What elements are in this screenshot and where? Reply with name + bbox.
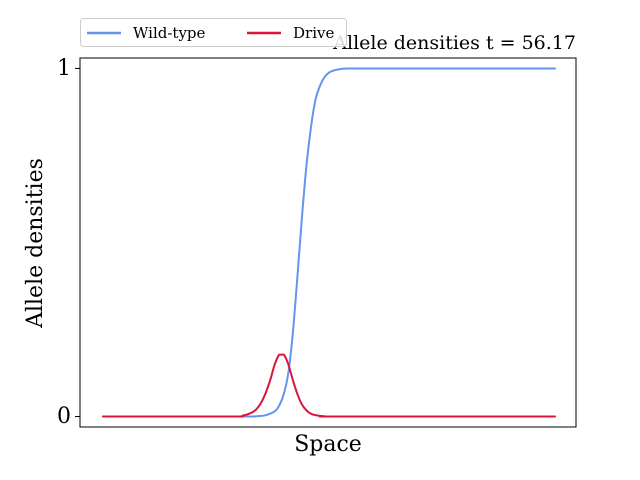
plot-frame xyxy=(79,57,577,428)
y-axis-label: Allele densities xyxy=(23,158,48,329)
legend-box xyxy=(80,18,347,47)
legend-label-wild-type: Wild-type xyxy=(133,24,206,42)
x-axis-label: Space xyxy=(294,432,362,457)
series-line-drive xyxy=(102,353,556,418)
chart-title: Allele densities t = 56.17 xyxy=(332,32,576,54)
y-tick-label: 0 xyxy=(57,404,71,429)
series-line-wild-type xyxy=(102,67,556,418)
series-layer xyxy=(102,67,556,418)
legend-label-drive: Drive xyxy=(293,24,334,42)
y-tick-label: 1 xyxy=(57,56,71,81)
y-axis-ticks: 0 1 xyxy=(57,56,80,429)
legend: Wild-type Drive xyxy=(80,18,347,47)
